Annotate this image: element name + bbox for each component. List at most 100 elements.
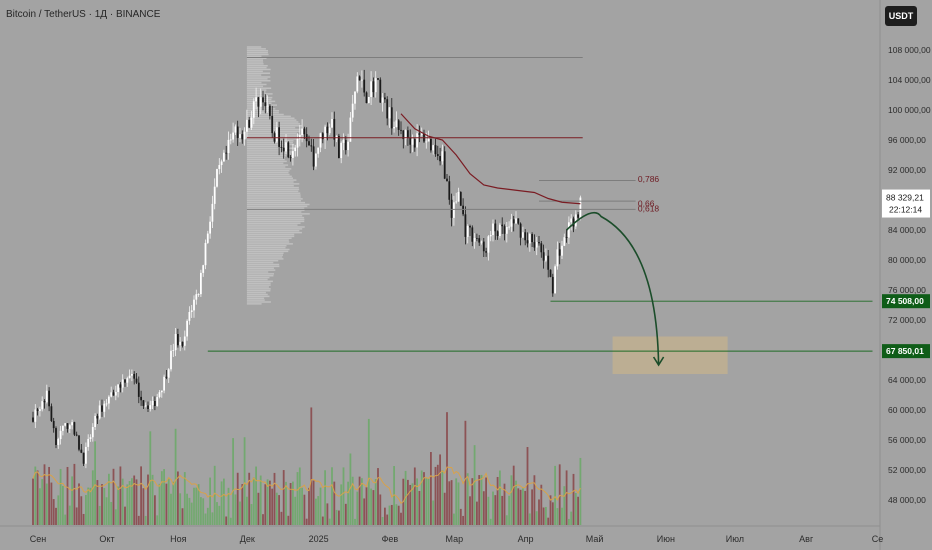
currency-button[interactable]: USDT (885, 6, 917, 26)
volume-bar (411, 483, 414, 525)
volume-bar (174, 428, 177, 525)
candle-body (450, 199, 453, 218)
candle-body (321, 133, 324, 140)
candle-body (528, 234, 531, 244)
volume-bar (117, 486, 119, 525)
time-tick-label: Окт (99, 534, 114, 544)
level-tag-label: 74 508,00 (886, 296, 924, 306)
candle-body (229, 139, 232, 141)
candle-body (257, 97, 260, 107)
profile-row (246, 65, 268, 67)
candle-body (36, 409, 39, 411)
candle-body (542, 252, 545, 261)
volume-bar (354, 518, 356, 525)
volume-bar (416, 478, 418, 525)
candle-body (505, 226, 508, 234)
candle-body (443, 151, 446, 179)
volume-bar (321, 516, 324, 525)
volume-bar (551, 502, 554, 525)
time-tick-label: Сен (30, 534, 47, 544)
volume-bar (441, 470, 444, 525)
candle-body (561, 245, 563, 256)
candle-body (328, 127, 331, 134)
profile-row (246, 196, 301, 198)
profile-row (246, 81, 262, 84)
profile-row (246, 183, 300, 185)
volume-bar (64, 514, 67, 525)
volume-bar (317, 496, 320, 525)
volume-bar (264, 484, 267, 525)
volume-bar (41, 479, 44, 525)
profile-row (246, 293, 268, 296)
candle-body (179, 341, 182, 346)
volume-bar (292, 481, 294, 525)
volume-bar (517, 488, 520, 525)
profile-row (246, 284, 271, 286)
profile-row (246, 248, 290, 251)
volume-bar (87, 487, 90, 525)
volume-bar (48, 466, 50, 525)
chart-title: Bitcoin / TetherUS · 1Д · BINANCE (6, 9, 161, 20)
candle-body (457, 192, 460, 202)
volume-bar (524, 490, 527, 525)
candle-body (156, 397, 159, 406)
candle-body (386, 99, 389, 119)
volume-bar (545, 506, 547, 525)
level-tag (882, 294, 930, 309)
candle-body (377, 78, 379, 80)
volume-bar (229, 517, 232, 525)
profile-row (246, 228, 303, 230)
candle-body (533, 242, 536, 248)
candle-body (499, 224, 501, 237)
volume-bar (273, 472, 276, 525)
candle-body (137, 382, 140, 397)
volume-bar (85, 494, 87, 525)
price-tick-label: 108 000,00 (888, 45, 931, 55)
candle-body (301, 128, 303, 136)
profile-row (246, 83, 267, 86)
candle-body (195, 294, 198, 300)
volume-bar (413, 467, 416, 525)
candle-body (432, 145, 435, 151)
candle-body (526, 240, 529, 244)
volume-ma-line (32, 466, 581, 505)
volume-bar (425, 478, 428, 525)
candle-body (436, 154, 439, 157)
volume-bar (374, 479, 377, 525)
profile-row (246, 260, 279, 262)
profile-row (246, 125, 302, 127)
profile-row (246, 254, 284, 256)
profile-row (246, 258, 284, 260)
candle-body (78, 435, 80, 450)
candle-body (50, 406, 53, 421)
volume-bar (255, 466, 257, 525)
profile-row (246, 243, 293, 245)
candle-body (308, 141, 310, 146)
candle-body (425, 141, 428, 143)
volume-bar (370, 488, 372, 525)
profile-row (246, 177, 293, 179)
candle-body (170, 350, 172, 370)
volume-bar (363, 498, 366, 525)
candle-body (462, 205, 464, 215)
profile-row (246, 250, 289, 253)
volume-bar (301, 487, 303, 525)
volume-bar (181, 508, 184, 525)
volume-bar (478, 475, 481, 525)
profile-row (246, 171, 289, 174)
candle-body (218, 165, 221, 170)
volume-bar (372, 490, 375, 525)
candle-body (128, 375, 131, 379)
volume-bar (471, 478, 474, 525)
candle-body (319, 133, 322, 148)
candle-body (165, 376, 168, 378)
volume-bar (188, 497, 191, 525)
candle-body (181, 341, 184, 346)
candle-body (48, 390, 50, 407)
profile-row (246, 207, 305, 209)
candle-body (384, 97, 386, 100)
profile-row (246, 263, 280, 266)
candle-body (480, 241, 483, 243)
candle-body (407, 130, 409, 139)
